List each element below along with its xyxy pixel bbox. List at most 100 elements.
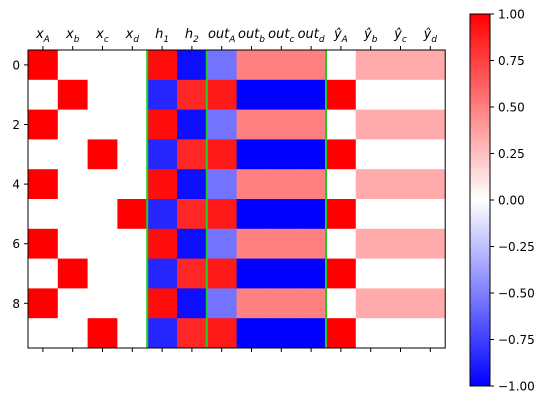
heatmap-cell-r8-c6 — [206, 288, 237, 319]
heatmap-cell-r3-c13 — [415, 139, 446, 170]
heatmap-cell-r0-c9 — [296, 50, 327, 81]
heatmap-cell-r3-c3 — [117, 139, 148, 170]
heatmap-cell-r2-c11 — [355, 109, 386, 140]
x-tick-label-8: outc — [268, 27, 294, 45]
heatmap-cell-r6-c10 — [326, 228, 357, 259]
heatmap-cell-r5-c13 — [415, 199, 446, 230]
heatmap-cell-r1-c12 — [385, 79, 416, 110]
heatmap-cell-r7-c9 — [296, 258, 327, 289]
heatmap-cell-r9-c11 — [355, 318, 386, 349]
heatmap-cell-r3-c4 — [147, 139, 178, 170]
heatmap-cell-r3-c12 — [385, 139, 416, 170]
heatmap-cell-r9-c4 — [147, 318, 178, 349]
heatmap-cell-r2-c8 — [266, 109, 297, 140]
heatmap-cell-r2-c2 — [87, 109, 118, 140]
heatmap-cell-r0-c1 — [57, 50, 88, 81]
heatmap-cell-r0-c6 — [206, 50, 237, 81]
heatmap-cell-r8-c1 — [57, 288, 88, 319]
heatmap-cell-r2-c10 — [326, 109, 357, 140]
x-tick-label-11: ŷb — [363, 27, 378, 45]
heatmap-cell-r9-c3 — [117, 318, 148, 349]
heatmap-cell-r9-c10 — [326, 318, 357, 349]
heatmap-cell-r0-c0 — [28, 50, 59, 81]
heatmap-cell-r1-c4 — [147, 79, 178, 110]
heatmap-cell-r6-c9 — [296, 228, 327, 259]
heatmap-cell-r0-c2 — [87, 50, 118, 81]
heatmap-cell-r3-c7 — [236, 139, 267, 170]
colorbar-tick-label-0: 1.00 — [498, 8, 525, 22]
heatmap-cell-r6-c7 — [236, 228, 267, 259]
heatmap-cell-r9-c0 — [28, 318, 59, 349]
heatmap-cell-r7-c5 — [177, 258, 208, 289]
heatmap-cell-r2-c7 — [236, 109, 267, 140]
heatmap-cell-r3-c11 — [355, 139, 386, 170]
x-tick-label-7: outb — [238, 27, 265, 45]
heatmap-cell-r3-c1 — [57, 139, 88, 170]
colorbar-tick-label-8: −1.00 — [498, 380, 535, 394]
x-tick-label-5: h2 — [185, 27, 199, 45]
colorbar-tick-label-5: −0.25 — [498, 240, 535, 254]
y-tick-label-3: 6 — [12, 237, 20, 251]
heatmap-cell-r4-c0 — [28, 169, 59, 200]
heatmap-cell-r4-c11 — [355, 169, 386, 200]
heatmap-cell-r3-c9 — [296, 139, 327, 170]
heatmap-cell-r6-c12 — [385, 228, 416, 259]
y-tick-label-0: 0 — [12, 58, 20, 72]
heatmap-cell-r6-c5 — [177, 228, 208, 259]
heatmap-cell-r8-c13 — [415, 288, 446, 319]
heatmap-cell-r0-c13 — [415, 50, 446, 81]
heatmap-cell-r9-c5 — [177, 318, 208, 349]
x-tick-label-10: ŷA — [333, 27, 348, 45]
heatmap-cell-r1-c1 — [57, 79, 88, 110]
heatmap-cell-r2-c1 — [57, 109, 88, 140]
colorbar: 1.00 0.75 0.50 0.25 0.00 −0.25 −0.50 −0.75 −1.00 — [469, 8, 535, 394]
heatmap-cell-r8-c2 — [87, 288, 118, 319]
x-tick-label-6: outA — [208, 27, 235, 45]
heatmap-cell-r2-c4 — [147, 109, 178, 140]
heatmap-cell-r9-c7 — [236, 318, 267, 349]
heatmap-cell-r7-c2 — [87, 258, 118, 289]
colorbar-tick-label-2: 0.50 — [498, 101, 525, 115]
heatmap-cell-r7-c11 — [355, 258, 386, 289]
heatmap-cell-r3-c0 — [28, 139, 59, 170]
heatmap-cell-r6-c0 — [28, 228, 59, 259]
heatmap-cell-r1-c5 — [177, 79, 208, 110]
heatmap-cell-r3-c10 — [326, 139, 357, 170]
heatmap-cell-r7-c3 — [117, 258, 148, 289]
heatmap-cell-r1-c0 — [28, 79, 59, 110]
y-tick-label-1: 2 — [12, 118, 20, 132]
heatmap-cell-r6-c11 — [355, 228, 386, 259]
heatmap-cell-r2-c0 — [28, 109, 59, 140]
heatmap-cell-r9-c9 — [296, 318, 327, 349]
heatmap-cell-r5-c12 — [385, 199, 416, 230]
heatmap-cell-r6-c8 — [266, 228, 297, 259]
heatmap-cell-r2-c6 — [206, 109, 237, 140]
heatmap-cell-r5-c9 — [296, 199, 327, 230]
colorbar-tick-label-4: 0.00 — [498, 194, 525, 208]
x-tick-label-3: xd — [125, 27, 140, 45]
heatmap-cell-r8-c12 — [385, 288, 416, 319]
heatmap-cell-r8-c9 — [296, 288, 327, 319]
heatmap-cell-r8-c11 — [355, 288, 386, 319]
heatmap-cell-r8-c8 — [266, 288, 297, 319]
heatmap-cell-r1-c8 — [266, 79, 297, 110]
colorbar-tick-label-3: 0.25 — [498, 147, 525, 161]
heatmap-cell-r0-c4 — [147, 50, 178, 81]
heatmap-cell-r7-c10 — [326, 258, 357, 289]
heatmap-cell-r3-c5 — [177, 139, 208, 170]
heatmap-cell-r4-c12 — [385, 169, 416, 200]
x-tick-label-4: h1 — [155, 27, 169, 45]
heatmap-cell-r4-c5 — [177, 169, 208, 200]
heatmap-cell-r7-c13 — [415, 258, 446, 289]
heatmap-cell-r4-c2 — [87, 169, 118, 200]
heatmap-cell-r8-c0 — [28, 288, 59, 319]
heatmap-cell-r9-c8 — [266, 318, 297, 349]
heatmap-cell-r0-c12 — [385, 50, 416, 81]
heatmap-cell-r6-c4 — [147, 228, 178, 259]
y-axis-ticks: 0 2 4 6 8 — [12, 58, 28, 311]
heatmap-cell-r1-c3 — [117, 79, 148, 110]
heatmap-cell-r7-c1 — [57, 258, 88, 289]
heatmap-cell-r3-c6 — [206, 139, 237, 170]
x-tick-label-12: ŷc — [393, 27, 407, 45]
